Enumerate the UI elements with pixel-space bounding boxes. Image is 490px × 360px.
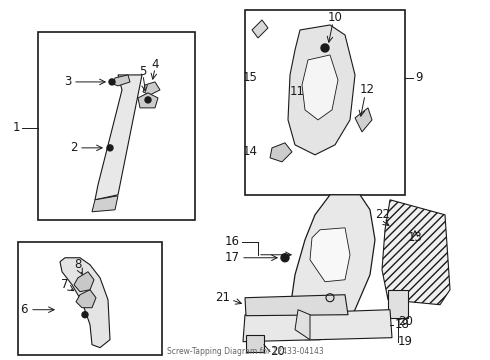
Text: 18: 18 [395, 318, 410, 331]
Text: 7: 7 [60, 278, 68, 291]
Polygon shape [295, 310, 310, 340]
Polygon shape [355, 108, 372, 132]
Polygon shape [76, 290, 96, 308]
Text: 5: 5 [139, 66, 147, 78]
Text: 16: 16 [225, 235, 240, 248]
Circle shape [321, 44, 329, 52]
Circle shape [107, 145, 113, 151]
Text: 14: 14 [243, 145, 258, 158]
Polygon shape [252, 20, 268, 38]
Text: 12: 12 [360, 84, 375, 96]
Text: 20: 20 [398, 315, 413, 328]
Polygon shape [60, 258, 110, 348]
Text: 22: 22 [375, 208, 390, 221]
Text: Screw-Tapping Diagram for 12433-04143: Screw-Tapping Diagram for 12433-04143 [167, 347, 323, 356]
Text: 15: 15 [243, 71, 258, 85]
Polygon shape [408, 212, 422, 228]
Polygon shape [92, 196, 118, 212]
Circle shape [82, 312, 88, 318]
Circle shape [145, 97, 151, 103]
Text: 11: 11 [290, 85, 304, 98]
Text: 19: 19 [398, 335, 413, 348]
Polygon shape [382, 200, 450, 305]
Polygon shape [290, 195, 375, 340]
Bar [38, 32, 195, 220]
Polygon shape [270, 143, 292, 162]
Text: 17: 17 [225, 251, 240, 264]
Bar [245, 10, 405, 195]
Polygon shape [310, 228, 350, 282]
Polygon shape [74, 272, 94, 292]
Bar [388, 290, 408, 318]
Text: 9: 9 [415, 71, 422, 85]
Text: 13: 13 [408, 231, 422, 244]
Text: 21: 21 [215, 291, 230, 304]
Polygon shape [302, 55, 338, 120]
Circle shape [281, 254, 289, 262]
Text: 10: 10 [327, 12, 343, 24]
Text: 2: 2 [71, 141, 78, 154]
Polygon shape [243, 310, 392, 342]
Circle shape [109, 79, 115, 85]
Text: 20: 20 [270, 345, 285, 358]
Polygon shape [245, 295, 348, 316]
Polygon shape [95, 75, 142, 200]
Text: 6: 6 [21, 303, 28, 316]
Polygon shape [113, 75, 130, 86]
Bar [18, 242, 162, 355]
Text: 4: 4 [151, 58, 159, 71]
Text: 3: 3 [65, 76, 72, 89]
Polygon shape [138, 93, 158, 108]
Polygon shape [288, 25, 355, 155]
Bar [246, 335, 264, 352]
Text: 8: 8 [74, 258, 82, 271]
Polygon shape [143, 82, 160, 95]
Text: 1: 1 [13, 121, 20, 134]
